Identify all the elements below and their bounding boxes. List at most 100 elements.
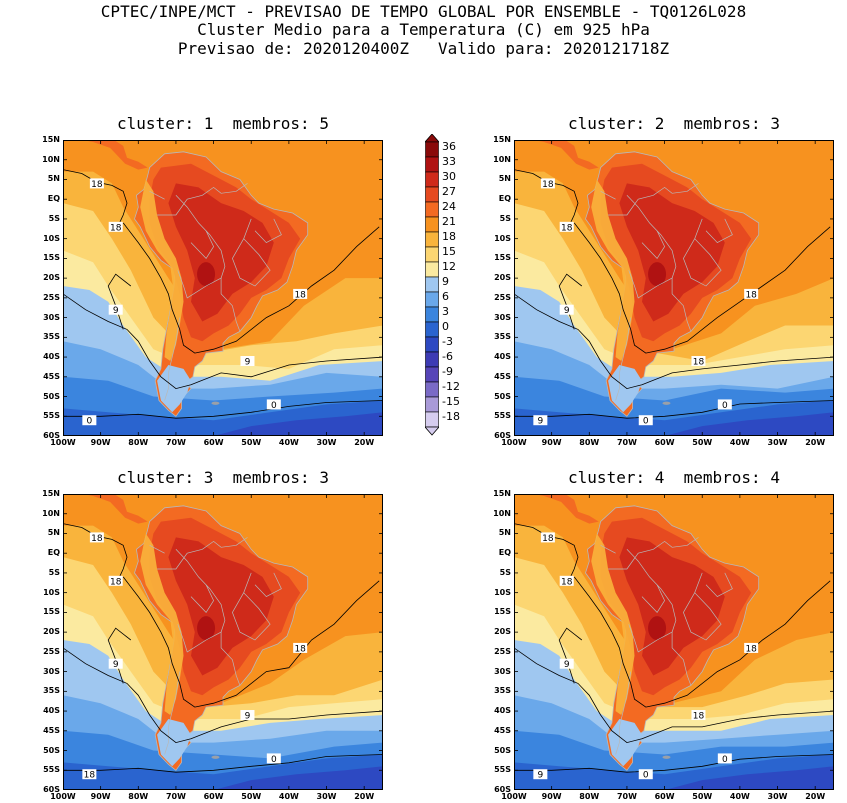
contour-label-text: 18: [84, 771, 96, 781]
header-line-1: CPTEC/INPE/MCT - PREVISAO DE TEMPO GLOBA…: [100, 2, 747, 21]
contour-label-text: 0: [271, 755, 277, 765]
falklands-island: [211, 401, 220, 405]
lat-tick-label: 35S: [43, 686, 60, 696]
contour-label-bg: [266, 399, 281, 410]
lat-tick-label: EQ: [498, 194, 511, 204]
lon-axis-3: 100W 90W 80W 70W 60W 50W 40W 30W 20W: [50, 792, 383, 802]
contour-label-6: 0: [717, 399, 732, 411]
colorbar-level-label: 36: [442, 140, 456, 153]
contour-label-text: 18: [542, 180, 554, 190]
lon-tick-label: 40W: [729, 438, 750, 447]
colorbar-segment-17: [425, 396, 439, 413]
lon-tick-label: 20W: [354, 792, 375, 801]
contour-label-2: 18: [744, 642, 759, 654]
country-border-7: [254, 218, 282, 244]
contour-label-1: 18: [559, 221, 574, 233]
lat-tick-label: 5N: [498, 174, 511, 184]
contour-label-text: 0: [722, 755, 728, 765]
contour-label-text: 18: [561, 223, 573, 233]
lat-tick-label: 25S: [43, 646, 60, 656]
contour-label-bg: [717, 399, 732, 410]
lat-tick-label: 25S: [494, 646, 511, 656]
contour-label-bg: [691, 356, 706, 367]
colorbar-bottom-arrow: [425, 426, 439, 436]
contour-label-text: 18: [745, 644, 757, 654]
lat-tick-label: 10S: [494, 233, 511, 243]
lon-tick-label: 80W: [128, 438, 149, 447]
country-border-4: [615, 317, 632, 401]
country-border-4: [615, 671, 632, 755]
colorbar-segment-4: [425, 201, 439, 218]
contour-label-text: 0: [643, 771, 649, 781]
colorbar-segment-8: [425, 261, 439, 278]
colorbar-segment-6: [425, 231, 439, 248]
lat-tick-label: 45S: [494, 371, 511, 381]
country-border-1: [177, 270, 222, 299]
contour-label-7: 0: [638, 415, 653, 427]
colorbar-level-label: 21: [442, 215, 456, 228]
lon-tick-label: 30W: [316, 438, 337, 447]
colorbar-segment-10: [425, 291, 439, 308]
country-border-2: [157, 537, 248, 570]
lon-tick-label: 80W: [128, 792, 149, 801]
colorbar-segment-0: [425, 141, 439, 158]
patagonia-cool: [157, 719, 191, 767]
lon-tick-label: 30W: [767, 438, 788, 447]
lat-tick-label: 35S: [494, 332, 511, 342]
lat-tick-label: 45S: [43, 371, 60, 381]
contour-label-bg: [108, 575, 123, 586]
map-panel-4: 18 18 18 9 18 9 0 0: [514, 494, 834, 790]
lat-tick-label: 10N: [493, 154, 511, 164]
lat-tick-label: 55S: [43, 411, 60, 421]
country-border-4: [164, 671, 181, 755]
contour-18-north: [514, 523, 579, 578]
colorbar-level-label: 24: [442, 200, 456, 213]
band-minus3: [664, 766, 834, 790]
contour-0: [514, 400, 834, 419]
lat-tick-label: 5N: [47, 528, 60, 538]
panel-title-3: cluster: 3 membros: 3: [117, 468, 329, 487]
temperature-map-3: 18 18 18 9 9 18 0: [63, 494, 383, 790]
andes-cool-strip: [140, 179, 184, 361]
contour-label-3: 9: [559, 658, 574, 670]
lat-tick-label: 5S: [48, 213, 60, 223]
colorbar-level-label: -3: [442, 335, 453, 348]
contour-label-2: 18: [744, 288, 759, 300]
contour-label-bg: [293, 288, 308, 299]
lat-tick-label: EQ: [47, 194, 60, 204]
contour-label-text: 18: [110, 223, 122, 233]
temperature-map-2: 18 18 18 9 18 9 0 0: [514, 140, 834, 436]
contour-18-north: [514, 169, 579, 224]
country-border-0: [626, 549, 692, 686]
contour-label-text: 0: [722, 401, 728, 411]
lat-tick-label: 55S: [494, 411, 511, 421]
panel-title-1: cluster: 1 membros: 5: [117, 114, 329, 133]
country-border-2: [608, 537, 699, 570]
contour-label-bg: [82, 415, 97, 426]
lon-tick-label: 100W: [50, 792, 76, 801]
colorbar-segment-1: [425, 156, 439, 173]
hotspot-33: [197, 262, 216, 287]
country-border-1: [628, 624, 673, 653]
contour-label-3: 9: [108, 658, 123, 670]
contour-label-4: 9: [240, 710, 255, 722]
contour-label-text: 18: [294, 290, 306, 300]
contour-label-bg: [540, 178, 555, 189]
contour-label-text: 18: [693, 358, 705, 368]
lon-tick-label: 80W: [579, 792, 600, 801]
lat-tick-label: 40S: [43, 706, 60, 716]
colorbar-level-label: 15: [442, 245, 456, 258]
country-border-7: [254, 572, 282, 598]
contour-label-text: 9: [245, 712, 251, 722]
lat-tick-label: 50S: [494, 745, 511, 755]
lat-tick-label: 5S: [499, 567, 511, 577]
contour-label-text: 18: [542, 534, 554, 544]
lon-tick-label: 60W: [654, 438, 675, 447]
lat-tick-label: 50S: [43, 391, 60, 401]
colorbar-segment-15: [425, 366, 439, 383]
contour-18-north: [63, 523, 128, 578]
header-line-3: Previsao de: 2020120400Z Valido para: 20…: [177, 39, 670, 58]
lon-tick-label: 90W: [90, 438, 111, 447]
falklands-island: [211, 755, 220, 759]
lon-axis-1: 100W 90W 80W 70W 60W 50W 40W 30W 20W: [50, 438, 383, 448]
